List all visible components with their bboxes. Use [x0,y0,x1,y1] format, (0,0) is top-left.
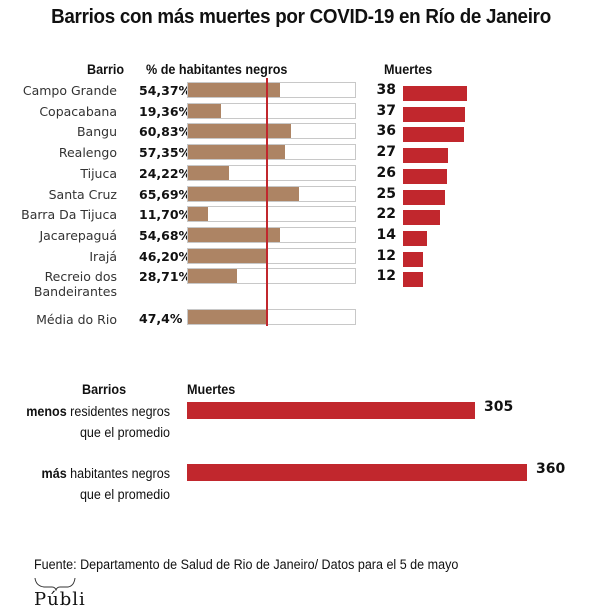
average-value: 47,4% [139,311,183,326]
row-deaths-label: 36 [376,123,396,139]
row-deaths-bar [403,107,466,122]
header-deaths: Muertes [384,61,433,77]
row-name-line: Recreio dos [44,269,117,284]
bottom-deaths-bar [187,402,476,419]
row-pct-track [187,248,356,264]
row-pct-track [187,123,356,139]
row-name: Santa Cruz [48,187,117,202]
bottom-deaths-bar [187,464,527,481]
row-deaths-label: 25 [376,186,396,202]
row-name: Realengo [58,145,117,160]
chart-title: Barrios con más muertes por COVID-19 en … [51,6,551,28]
row-deaths-label: 14 [376,227,396,243]
row-pct-bar [188,269,237,283]
row-pct-label: 54,37% [139,83,192,98]
header-barrios: Barrios [82,381,127,397]
row-pct-bar [188,166,229,180]
row-deaths-bar [403,127,464,142]
row-pct-bar [188,124,291,138]
row-pct-label: 57,35% [139,145,192,160]
average-reference-line [266,78,269,326]
row-deaths-label: 38 [376,82,396,98]
bottom-deaths-value: 360 [536,461,566,477]
row-pct-bar [188,249,267,263]
row-pct-bar [188,83,280,97]
row-deaths-bar [403,190,446,205]
row-deaths-label: 22 [376,206,396,222]
publico-logo: Públi [34,577,85,610]
header-muertes-bottom: Muertes [187,381,236,397]
row-deaths-bar [403,86,467,101]
bottom-row-label-line1: más habitantes negros [12,463,170,484]
row-pct-label: 11,70% [139,207,192,222]
row-pct-label: 24,22% [139,166,192,181]
row-pct-label: 28,71% [139,269,192,284]
row-pct-track [187,165,356,181]
row-name: Barra Da Tijuca [21,207,117,222]
row-name: Recreio dos Bandeirantes [0,269,117,299]
row-pct-track [187,144,356,160]
row-pct-track [187,82,356,98]
bottom-row-label-bold: menos [26,404,67,419]
row-name: Campo Grande [22,83,117,98]
row-pct-track [187,206,356,222]
row-deaths-label: 37 [376,103,396,119]
row-deaths-label: 27 [376,144,396,160]
average-label: Média do Rio [36,312,117,327]
row-name: Irajá [89,249,117,264]
row-deaths-bar [403,272,424,287]
row-pct-track [187,186,356,202]
bottom-row-label-rest: habitantes negros [66,466,170,481]
row-name: Jacarepaguá [39,228,117,243]
row-deaths-label: 12 [376,268,396,284]
average-bar-fill [188,310,269,324]
row-pct-label: 54,68% [139,228,192,243]
row-pct-label: 60,83% [139,124,192,139]
bottom-row-label-rest: residentes negros [66,404,170,419]
logo-brace-icon [34,577,76,592]
row-deaths-bar [403,231,427,246]
average-bar-track [187,309,356,325]
row-name: Bangu [76,124,117,139]
row-pct-label: 46,20% [139,249,192,264]
row-name-line: Bandeirantes [33,284,117,299]
row-deaths-bar [403,210,441,225]
header-pct: % de habitantes negros [146,61,288,77]
bottom-deaths-value: 305 [484,399,514,415]
row-pct-bar [188,145,285,159]
row-deaths-bar [403,148,449,163]
row-deaths-label: 12 [376,248,396,264]
row-pct-bar [188,187,300,201]
row-pct-bar [188,228,281,242]
row-pct-label: 19,36% [139,104,192,119]
row-deaths-bar [403,252,424,267]
bottom-row-label: menos residentes negros que el promedio [12,401,170,443]
row-pct-bar [188,104,221,118]
row-name: Tijuca [80,166,117,181]
row-pct-track [187,227,356,243]
bottom-row-label-line2: que el promedio [79,425,170,440]
row-pct-label: 65,69% [139,187,192,202]
bottom-row-label-line1: menos residentes negros [12,401,170,422]
source-note: Fuente: Departamento de Salud de Rio de … [34,557,459,572]
row-pct-bar [188,207,208,221]
header-barrio: Barrio [87,61,125,77]
row-deaths-label: 26 [376,165,396,181]
bottom-row-label: más habitantes negros que el promedio [12,463,170,505]
row-pct-track [187,103,356,119]
row-name: Copacabana [39,104,117,119]
bottom-row-label-bold: más [41,466,67,481]
row-pct-track [187,268,356,284]
bottom-row-label-line2: que el promedio [79,487,170,502]
row-deaths-bar [403,169,447,184]
